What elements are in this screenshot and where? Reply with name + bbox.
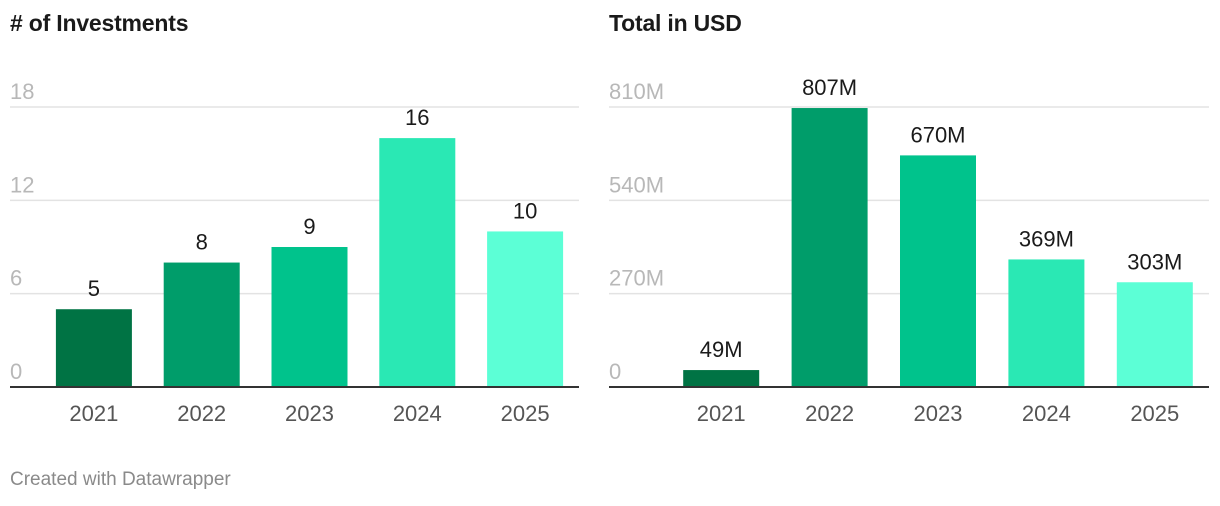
bar-total-usd-2023: [900, 155, 976, 387]
y-tick-label-total-usd-0: 0: [609, 359, 621, 384]
y-tick-label-total-usd-2: 540M: [609, 172, 664, 197]
chart-title-investments: # of Investments: [10, 10, 189, 36]
value-label-total-usd-2023: 670M: [910, 122, 965, 147]
value-label-total-usd-2021: 49M: [700, 337, 743, 362]
value-label-total-usd-2022: 807M: [802, 75, 857, 100]
x-tick-label-investments-2025: 2025: [501, 401, 550, 426]
bar-total-usd-2022: [791, 108, 868, 387]
y-tick-label-investments-3: 18: [10, 79, 34, 104]
x-tick-label-investments-2023: 2023: [285, 401, 334, 426]
x-tick-label-total-usd-2023: 2023: [914, 401, 963, 426]
bar-investments-2025: [487, 231, 564, 387]
x-tick-label-total-usd-2022: 2022: [805, 401, 854, 426]
y-tick-label-total-usd-3: 810M: [609, 79, 664, 104]
bar-total-usd-2021: [683, 370, 760, 387]
value-label-total-usd-2024: 369M: [1019, 226, 1074, 251]
value-label-investments-2024: 16: [405, 105, 429, 130]
x-tick-label-investments-2021: 2021: [69, 401, 118, 426]
x-tick-label-total-usd-2024: 2024: [1022, 401, 1071, 426]
bar-total-usd-2024: [1008, 259, 1085, 387]
bar-total-usd-2025: [1116, 282, 1193, 387]
chart-title-total-usd: Total in USD: [609, 10, 742, 36]
value-label-investments-2023: 9: [303, 214, 315, 239]
y-tick-label-investments-2: 12: [10, 172, 34, 197]
bar-investments-2022: [163, 262, 240, 387]
x-tick-label-investments-2022: 2022: [177, 401, 226, 426]
bar-investments-2021: [55, 309, 132, 387]
y-tick-label-total-usd-1: 270M: [609, 266, 664, 291]
x-tick-label-total-usd-2021: 2021: [697, 401, 746, 426]
bar-investments-2023: [271, 247, 348, 387]
bar-investments-2024: [379, 138, 456, 387]
y-tick-label-investments-0: 0: [10, 359, 22, 384]
value-label-investments-2022: 8: [196, 230, 208, 255]
x-tick-label-investments-2024: 2024: [393, 401, 442, 426]
value-label-investments-2021: 5: [88, 276, 100, 301]
y-tick-label-investments-1: 6: [10, 266, 22, 291]
x-tick-label-total-usd-2025: 2025: [1130, 401, 1179, 426]
value-label-total-usd-2025: 303M: [1127, 249, 1182, 274]
footer-credit: Created with Datawrapper: [10, 469, 231, 490]
value-label-investments-2025: 10: [513, 198, 537, 223]
